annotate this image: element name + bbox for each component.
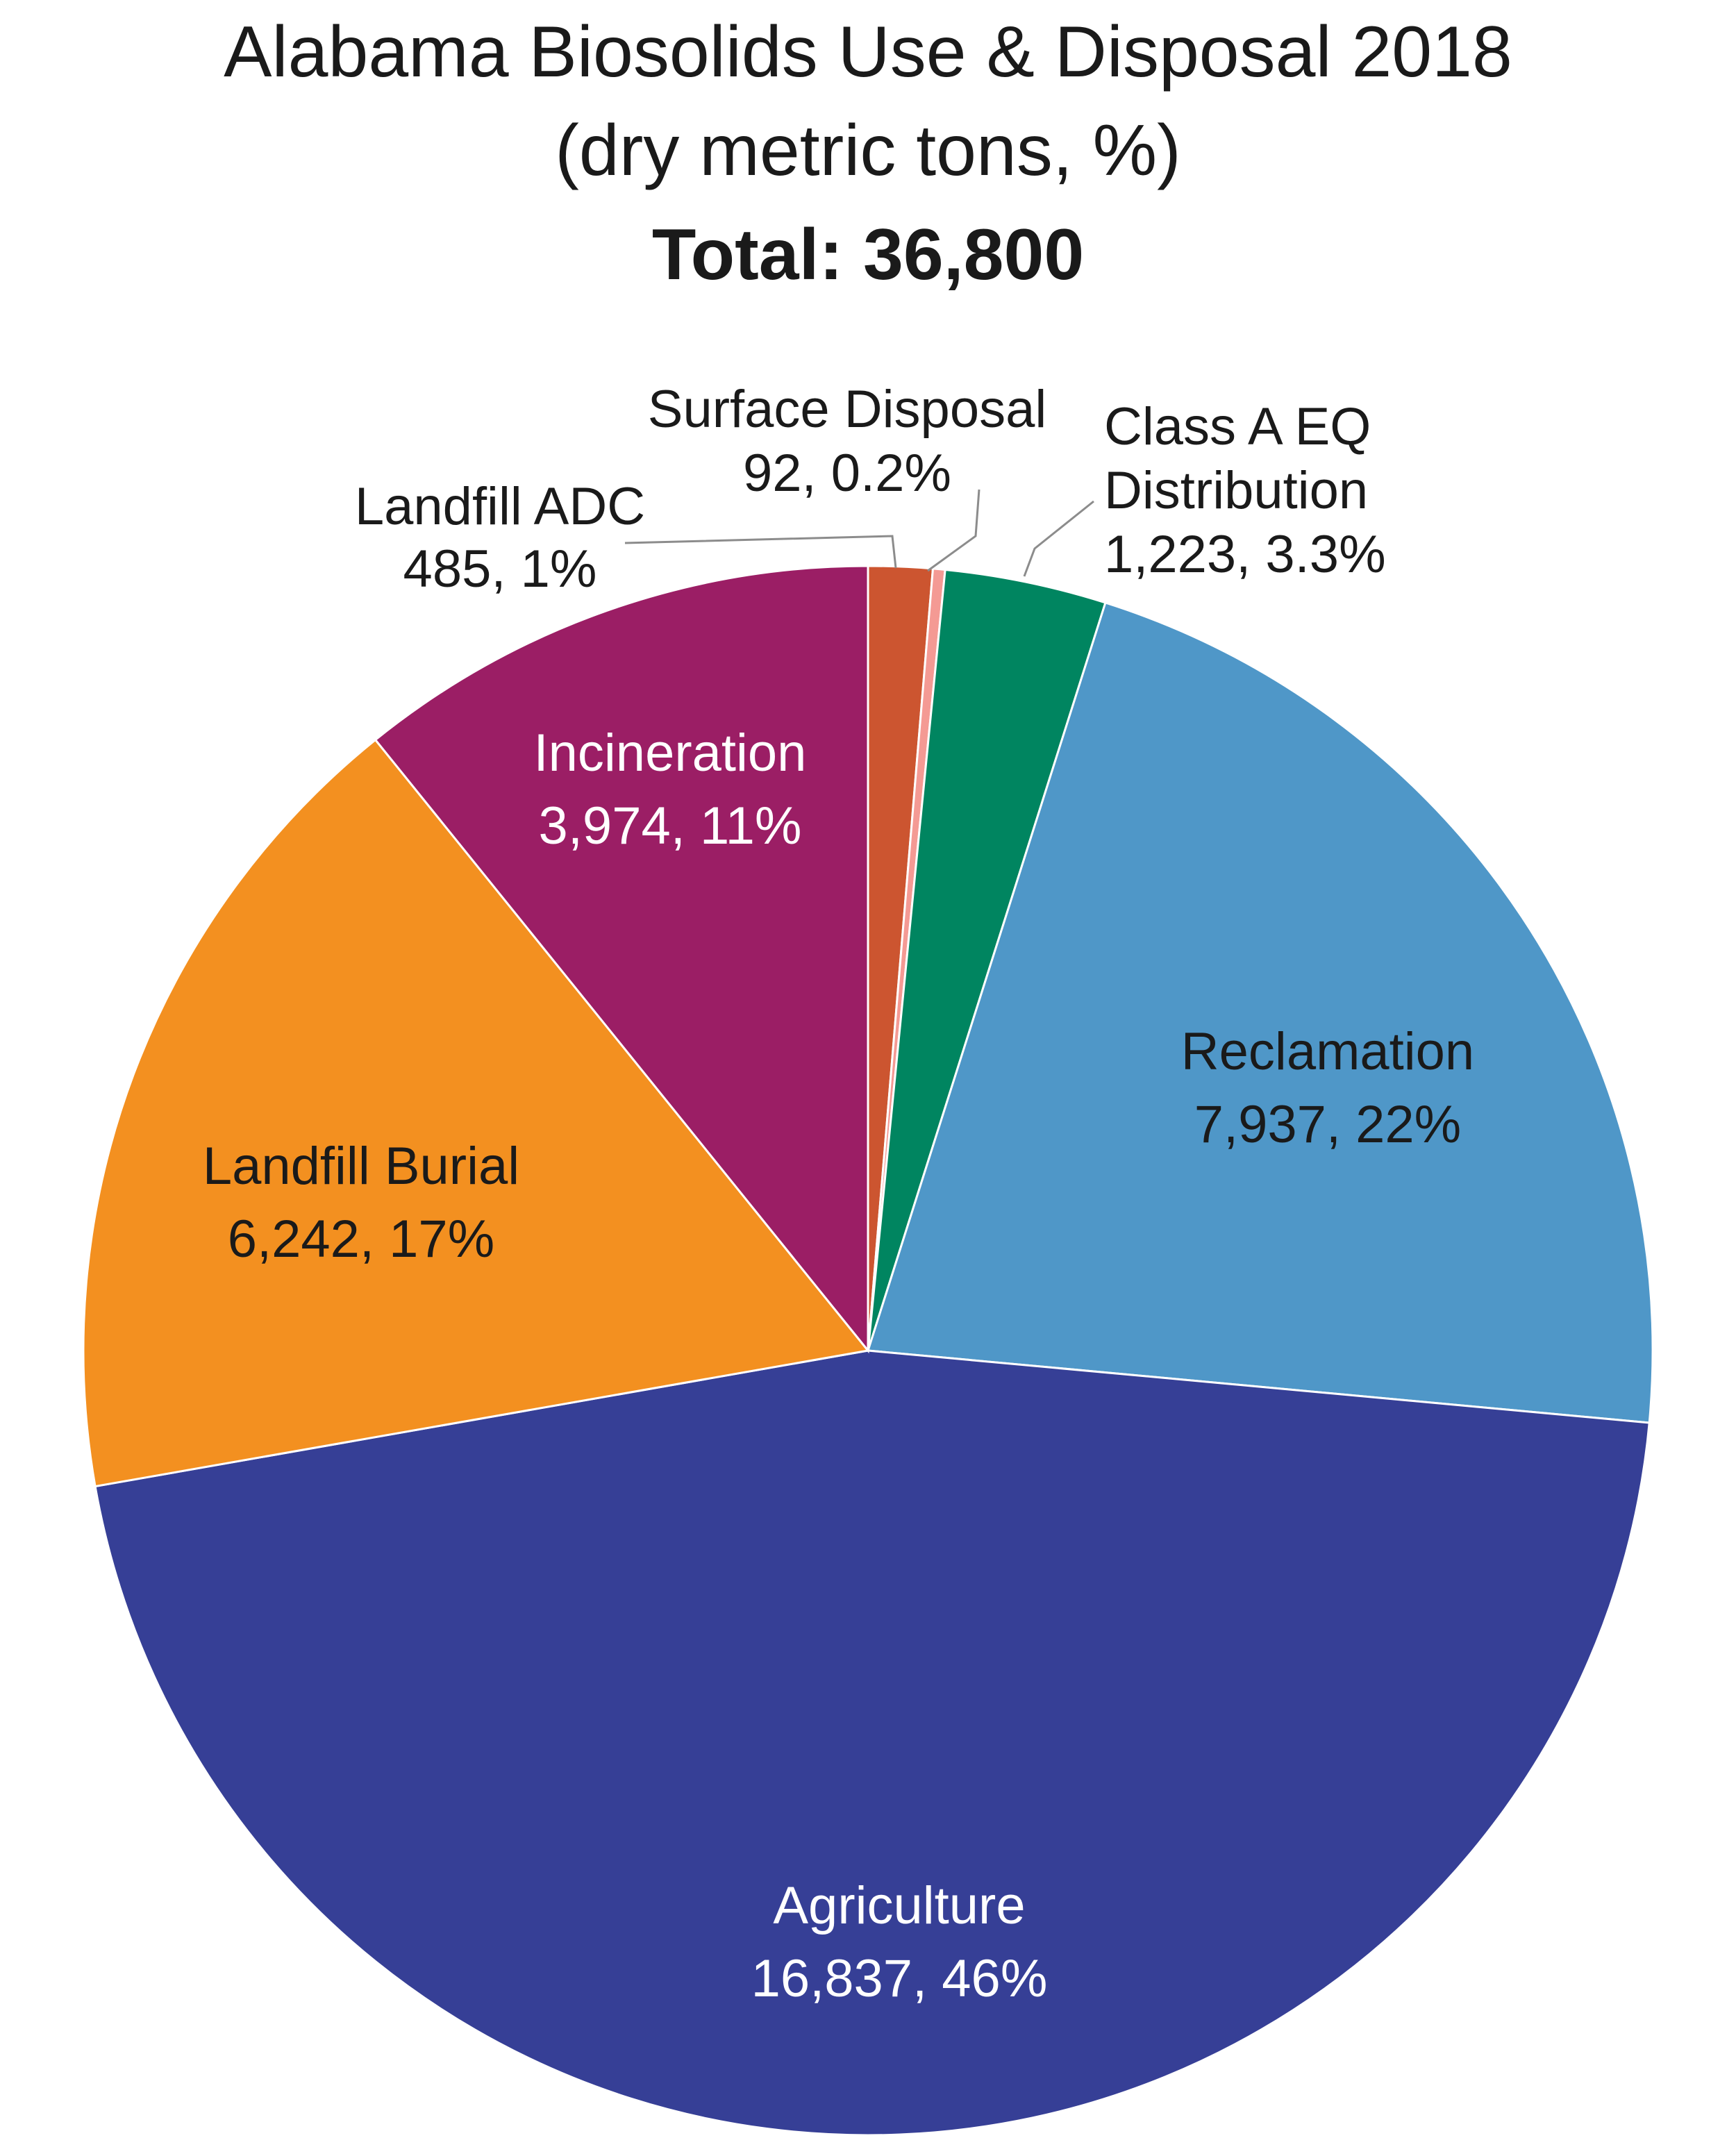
slice-label-landfill-adc: Landfill ADC 485, 1%	[355, 477, 645, 599]
chart-title: Alabama Biosolids Use & Disposal 2018 (d…	[224, 12, 1512, 295]
leader-lines	[624, 489, 1094, 577]
pie-slice-reclamation	[867, 601, 1654, 1424]
slice-label-landfill-burial: Landfill Burial 6,242, 17%	[203, 1137, 519, 1269]
slice-label-class-a-eq-distribution: Class A EQ Distribution 1,223, 3.3%	[1104, 397, 1386, 584]
pie-slice-landfill-burial	[82, 738, 870, 1488]
slice-label-reclamation: Reclamation 7,937, 22%	[1181, 1022, 1474, 1154]
pie-slice-class-a-eq-distribution	[867, 568, 1107, 1351]
slice-label-agriculture: Agriculture 16,837, 46%	[751, 1876, 1048, 2008]
pie-slices	[82, 565, 1654, 2137]
slice-labels: Landfill ADC 485, 1%Surface Disposal 92, 0…	[203, 380, 1474, 2008]
chart-title-line-3: Total: 36,800	[652, 215, 1084, 295]
pie-slice-agriculture	[94, 1349, 1651, 2137]
slice-label-incineration: Incineration 3,974, 11%	[534, 724, 807, 855]
chart-title-line-1: Alabama Biosolids Use & Disposal 2018	[224, 12, 1512, 92]
leader-line-surface-disposal	[927, 489, 980, 572]
leader-line-class-a-eq-distribution	[1023, 500, 1094, 577]
chart-title-line-2: (dry metric tons, %)	[555, 110, 1180, 191]
pie-slice-incineration	[374, 565, 869, 1354]
slice-label-surface-disposal: Surface Disposal 92, 0.2%	[648, 380, 1047, 503]
leader-line-landfill-adc	[624, 535, 897, 569]
